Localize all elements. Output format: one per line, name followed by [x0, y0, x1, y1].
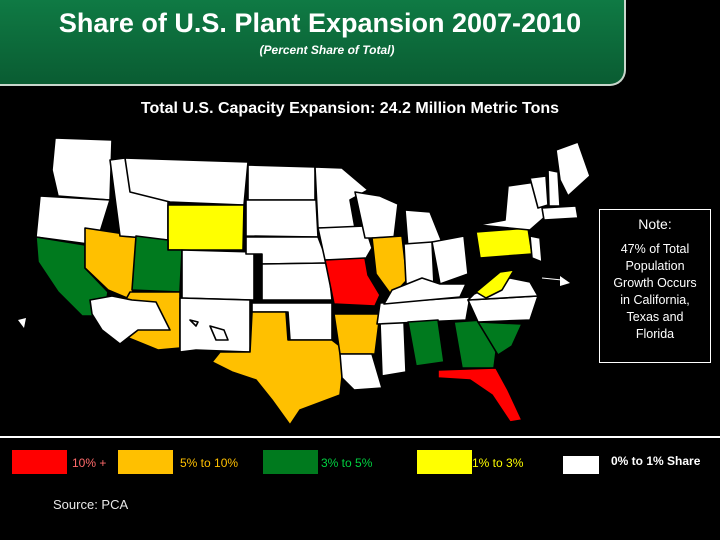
- state-louisiana: [339, 353, 383, 391]
- state-kentucky: [383, 277, 467, 305]
- note-line: Growth Occurs: [613, 276, 697, 290]
- legend-swatch: [417, 450, 472, 474]
- state-hawaii-islet: [189, 319, 199, 327]
- state-hawaii: [209, 325, 229, 341]
- callout-line: [541, 277, 563, 281]
- legend-divider: [0, 436, 720, 438]
- state-south-dakota: [245, 199, 319, 238]
- state-arkansas: [333, 313, 381, 355]
- state-wisconsin: [354, 191, 399, 239]
- state-missouri: [324, 257, 381, 307]
- state-ohio: [431, 235, 469, 285]
- legend-swatch: [12, 450, 67, 474]
- state-west-virginia: [475, 269, 515, 299]
- state-new-jersey: [529, 235, 543, 263]
- title-banner: [0, 0, 626, 86]
- note-title: Note:: [638, 216, 672, 232]
- state-florida: [437, 367, 523, 423]
- state-alabama: [407, 319, 445, 367]
- state-alaska: [89, 295, 171, 345]
- legend-label: 5% to 10%: [180, 456, 239, 470]
- state-new-hampshire: [547, 169, 561, 207]
- state-massachusetts: [541, 205, 579, 221]
- legend-label: 10% +: [72, 456, 107, 470]
- note-line: in California,: [620, 293, 690, 307]
- page-subtitle: (Percent Share of Total): [259, 43, 395, 57]
- state-vermont: [529, 175, 549, 209]
- state-mississippi: [379, 321, 407, 377]
- state-montana: [124, 157, 249, 206]
- state-pennsylvania: [475, 227, 533, 259]
- state-colorado: [181, 249, 255, 301]
- note-line: 47% of Total: [620, 242, 690, 256]
- state-north-dakota: [247, 164, 316, 201]
- legend-label: 1% to 3%: [472, 456, 524, 470]
- legend-swatch: [563, 456, 599, 474]
- state-kansas: [261, 262, 333, 301]
- state-iowa: [317, 225, 373, 261]
- note-body: 47% of Total Population Growth Occurs in…: [600, 241, 710, 343]
- page-title: Share of U.S. Plant Expansion 2007-2010: [58, 8, 582, 38]
- state-texas: [211, 311, 346, 426]
- note-line: Texas and: [626, 310, 684, 324]
- legend-swatch: [263, 450, 318, 474]
- callout-marker: [560, 276, 570, 286]
- state-washington: [51, 137, 113, 201]
- alaska-islet: [18, 318, 26, 328]
- state-south-carolina: [477, 321, 523, 356]
- note-box: Note: 47% of Total Population Growth Occ…: [599, 209, 711, 363]
- us-state-map: [18, 137, 591, 426]
- map-caption: Total U.S. Capacity Expansion: 24.2 Mill…: [110, 96, 590, 122]
- legend-swatch: [118, 450, 173, 474]
- state-new-mexico: [179, 297, 251, 353]
- state-wyoming: [167, 204, 245, 251]
- note-line: Florida: [635, 327, 675, 341]
- legend-label: 0% to 1% Share: [611, 454, 701, 468]
- note-line: Population: [625, 259, 685, 273]
- state-nebraska: [245, 236, 329, 265]
- legend-label: 3% to 5%: [321, 456, 373, 470]
- state-maine: [555, 141, 591, 197]
- source-note: Source: PCA: [53, 497, 129, 512]
